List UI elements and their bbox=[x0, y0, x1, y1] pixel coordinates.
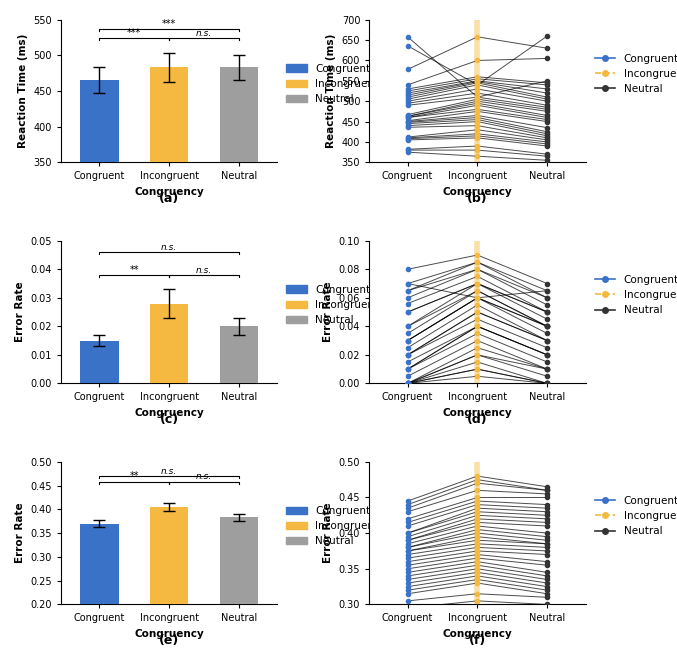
Legend: Congruent, Incongruent, Neutral: Congruent, Incongruent, Neutral bbox=[590, 49, 677, 99]
Bar bbox=[150, 304, 188, 384]
Legend: Congruent, Incongruent, Neutral: Congruent, Incongruent, Neutral bbox=[282, 60, 383, 108]
Legend: Congruent, Incongruent, Neutral: Congruent, Incongruent, Neutral bbox=[282, 281, 383, 329]
Text: (f): (f) bbox=[468, 635, 486, 647]
X-axis label: Congruency: Congruency bbox=[134, 408, 204, 418]
Text: (a): (a) bbox=[159, 193, 179, 205]
Text: n.s.: n.s. bbox=[161, 242, 177, 252]
X-axis label: Congruency: Congruency bbox=[134, 187, 204, 197]
Bar bbox=[150, 507, 188, 657]
X-axis label: Congruency: Congruency bbox=[443, 187, 512, 197]
Legend: Congruent, Incongruent, Neutral: Congruent, Incongruent, Neutral bbox=[590, 271, 677, 319]
Bar bbox=[80, 524, 118, 657]
Text: **: ** bbox=[129, 265, 139, 275]
Text: (e): (e) bbox=[159, 635, 179, 647]
Y-axis label: Error Rate: Error Rate bbox=[15, 282, 25, 342]
Bar bbox=[80, 340, 118, 384]
Y-axis label: Reaction Time (ms): Reaction Time (ms) bbox=[326, 34, 336, 148]
Text: (d): (d) bbox=[467, 413, 487, 426]
Text: **: ** bbox=[129, 471, 139, 482]
Bar bbox=[150, 68, 188, 412]
Text: ***: *** bbox=[127, 28, 141, 38]
Bar bbox=[220, 68, 258, 412]
Y-axis label: Reaction Time (ms): Reaction Time (ms) bbox=[18, 34, 28, 148]
X-axis label: Congruency: Congruency bbox=[443, 408, 512, 418]
Bar bbox=[80, 80, 118, 412]
X-axis label: Congruency: Congruency bbox=[134, 629, 204, 639]
Bar bbox=[220, 518, 258, 657]
Legend: Congruent, Incongruent, Neutral: Congruent, Incongruent, Neutral bbox=[282, 502, 383, 551]
Text: (c): (c) bbox=[160, 413, 179, 426]
Text: (b): (b) bbox=[467, 193, 487, 205]
Text: ***: *** bbox=[162, 18, 176, 28]
Y-axis label: Error Rate: Error Rate bbox=[323, 282, 333, 342]
Text: n.s.: n.s. bbox=[161, 466, 177, 476]
Text: n.s.: n.s. bbox=[196, 472, 212, 482]
Bar bbox=[220, 327, 258, 384]
Text: n.s.: n.s. bbox=[196, 29, 212, 38]
X-axis label: Congruency: Congruency bbox=[443, 629, 512, 639]
Y-axis label: Error Rate: Error Rate bbox=[15, 503, 25, 564]
Text: n.s.: n.s. bbox=[196, 265, 212, 275]
Y-axis label: Error Rate: Error Rate bbox=[323, 503, 333, 564]
Legend: Congruent, Incongruent, Neutral: Congruent, Incongruent, Neutral bbox=[590, 491, 677, 541]
